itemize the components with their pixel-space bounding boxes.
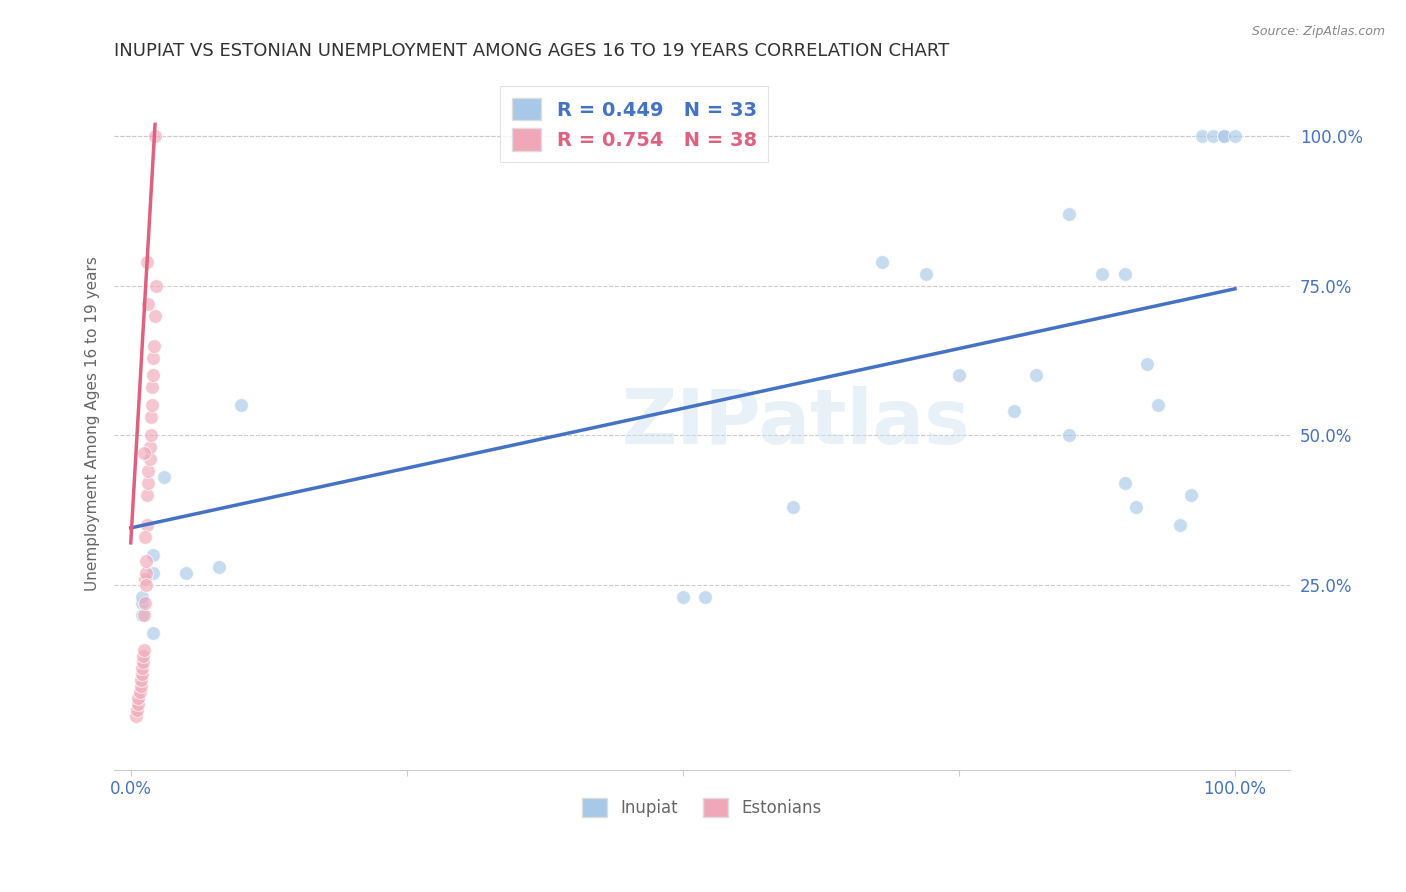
Point [1091,267,1114,281]
Point [127,703,149,717]
Text: Source: ZipAtlas.com: Source: ZipAtlas.com [1251,25,1385,38]
Point [131,596,153,610]
Point [142,351,165,365]
Point [132,656,155,670]
Point [1002,404,1025,418]
Point [1168,517,1191,532]
Point [693,590,716,604]
Point [134,572,156,586]
Point [136,255,159,269]
Point [870,255,893,269]
Point [174,566,197,580]
Point [914,267,936,281]
Y-axis label: Unemployment Among Ages 16 to 19 years: Unemployment Among Ages 16 to 19 years [86,256,100,591]
Point [1223,129,1246,144]
Point [153,470,176,484]
Point [1114,476,1136,491]
Legend: Inupiat, Estonians: Inupiat, Estonians [575,791,828,824]
Point [672,590,695,604]
Point [129,679,152,693]
Point [142,548,165,562]
Point [129,673,152,688]
Point [145,278,167,293]
Point [131,590,153,604]
Point [138,440,160,454]
Point [1146,398,1168,412]
Point [128,685,150,699]
Point [138,452,160,467]
Point [135,577,157,591]
Point [135,554,157,568]
Point [142,625,165,640]
Point [131,607,153,622]
Point [141,380,163,394]
Point [134,530,156,544]
Text: INUPIAT VS ESTONIAN UNEMPLOYMENT AMONG AGES 16 TO 19 YEARS CORRELATION CHART: INUPIAT VS ESTONIAN UNEMPLOYMENT AMONG A… [114,42,949,60]
Point [143,309,166,323]
Point [1059,207,1081,221]
Point [782,500,804,514]
Point [142,368,165,383]
Point [138,476,160,491]
Point [132,649,155,664]
Point [125,709,148,723]
Point [1136,357,1159,371]
Point [136,517,159,532]
Point [1025,368,1047,383]
Point [127,698,149,712]
Point [138,464,160,478]
Point [1114,267,1136,281]
Point [131,667,153,681]
Point [139,428,162,442]
Text: ZIPatlas: ZIPatlas [621,386,970,460]
Point [135,566,157,580]
Point [142,566,165,580]
Point [136,488,159,502]
Point [1212,129,1234,144]
Point [1191,129,1213,144]
Point [1212,129,1234,144]
Point [948,368,970,383]
Point [1059,428,1081,442]
Point [1202,129,1225,144]
Point [1180,488,1202,502]
Point [132,607,155,622]
Point [134,596,156,610]
Point [127,691,149,706]
Point [143,129,166,144]
Point [142,338,165,352]
Point [208,559,231,574]
Point [231,398,253,412]
Point [141,398,163,412]
Point [131,661,153,675]
Point [1125,500,1147,514]
Point [138,297,160,311]
Point [132,643,155,657]
Point [132,446,155,460]
Point [139,410,162,425]
